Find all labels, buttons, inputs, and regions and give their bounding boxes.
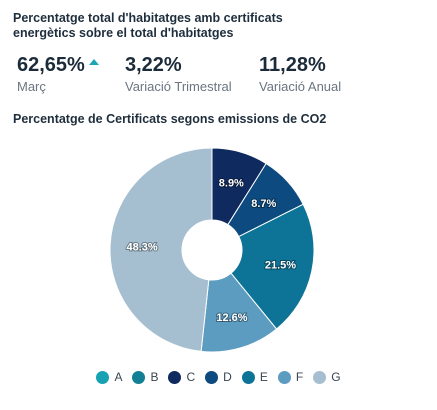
kpi-quarterly: 3,22% Variació Trimestral — [125, 54, 232, 94]
legend-swatch-C — [168, 370, 182, 384]
legend-swatch-E — [241, 370, 255, 384]
legend-label-G: G — [331, 370, 341, 384]
kpi-annual-label: Variació Anual — [259, 79, 342, 94]
data-label-G: 48.3% — [126, 241, 157, 253]
kpi-march-value: 62,65% — [17, 54, 85, 76]
legend-item-A[interactable]: A — [96, 370, 122, 384]
legend-item-F[interactable]: F — [277, 370, 304, 384]
kpi-march-label: Març — [17, 79, 46, 94]
legend-label-B: B — [150, 370, 159, 384]
kpi-annual: 11,28% Variació Anual — [259, 54, 341, 94]
legend-swatch-F — [277, 370, 291, 384]
kpi-march: 62,65% Març — [17, 54, 99, 94]
data-label-F: 12.6% — [216, 312, 247, 324]
legend-label-D: D — [223, 370, 232, 384]
kpi-quarterly-label: Variació Trimestral — [125, 79, 232, 94]
legend-label-E: E — [259, 370, 268, 384]
trend-up-icon — [88, 59, 99, 65]
legend-label-F: F — [295, 370, 304, 384]
kpi-annual-value: 11,28% — [259, 54, 326, 76]
slice-G[interactable] — [109, 147, 213, 352]
legend-swatch-A — [96, 370, 110, 384]
chart-title: Percentatge de Certificats segons emissi… — [13, 112, 327, 126]
kpi-quarterly-value: 3,22% — [125, 54, 182, 76]
title-line-2: energètics sobre el total d'habitatges — [13, 26, 234, 40]
page-title: Percentatge total d'habitatges amb certi… — [13, 11, 313, 41]
legend-label-A: A — [114, 370, 123, 384]
legend-item-D[interactable]: D — [205, 370, 232, 384]
legend-swatch-B — [132, 370, 146, 384]
data-label-E: 21.5% — [265, 260, 296, 272]
data-label-D: 8.7% — [251, 198, 276, 210]
legend-swatch-D — [205, 370, 219, 384]
chart-legend: A B C D E F G — [0, 370, 437, 384]
title-line-1: Percentatge total d'habitatges amb certi… — [13, 11, 283, 25]
legend-item-C[interactable]: C — [168, 370, 195, 384]
legend-item-E[interactable]: E — [241, 370, 268, 384]
slice-E[interactable] — [230, 203, 315, 330]
legend-swatch-G — [313, 370, 327, 384]
legend-item-G[interactable]: G — [313, 370, 341, 384]
data-label-C: 8.9% — [219, 178, 244, 190]
legend-item-B[interactable]: B — [132, 370, 158, 384]
legend-label-C: C — [186, 370, 196, 384]
